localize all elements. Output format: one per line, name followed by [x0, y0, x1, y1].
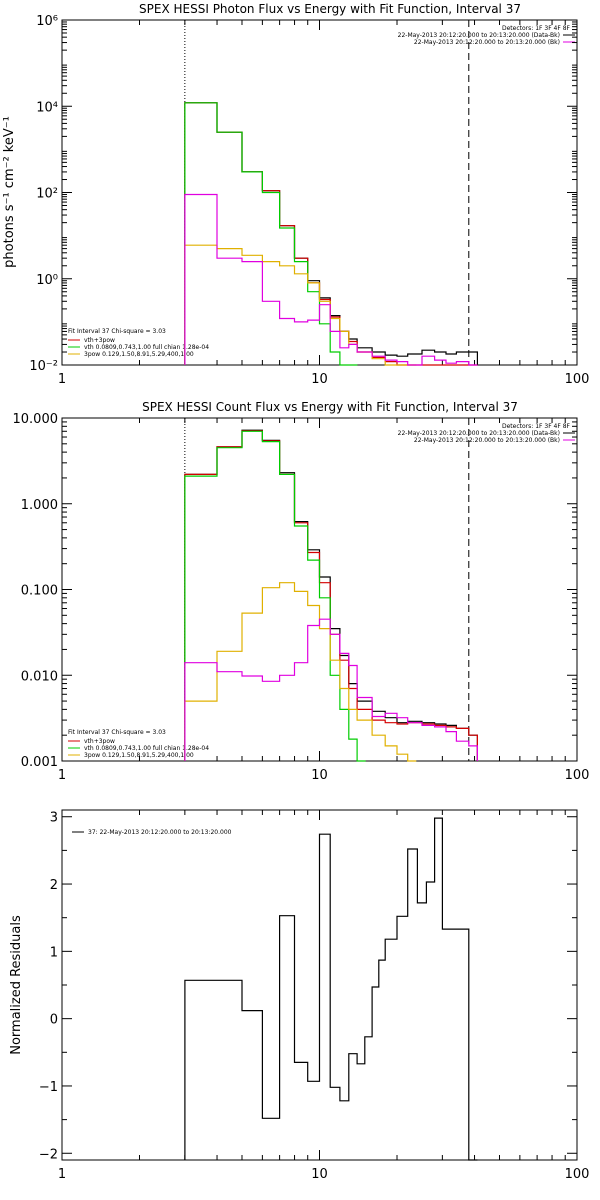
residuals-panel: Normalized Residuals 37: 22-May-2013 20:… — [9, 809, 590, 1182]
residuals-ylabel: Normalized Residuals — [9, 915, 24, 1055]
count-flux-panel: SPEX HESSI Count Flux vs Energy with Fit… — [13, 400, 590, 783]
y-tick-label: −1 — [39, 1080, 58, 1095]
count-legend-bk-label: 22-May-2013 20:12:20.000 to 20:13:20.000… — [414, 437, 560, 444]
count-legend-data-bk-label: 22-May-2013 20:12:20.000 to 20:13:20.000… — [398, 430, 560, 437]
x-tick-label: 1 — [58, 372, 66, 387]
series-data-line — [184, 102, 478, 365]
count-detectors-label: Detectors: 1F 3F 4F 8F — [502, 423, 571, 430]
series-data-line — [184, 817, 478, 1161]
series-total-line — [184, 430, 478, 761]
y-tick-label: 10⁻² — [29, 359, 58, 374]
y-tick-label: 1.000 — [21, 498, 58, 513]
y-tick-label: 10² — [36, 187, 58, 202]
count-fit-interval-label: Fit Interval 37 Chi-square = 3.03 — [68, 729, 166, 736]
legend-data-bk-label: 22-May-2013 20:12:20.000 to 20:13:20.000… — [398, 32, 560, 39]
x-tick-label: 100 — [565, 372, 590, 387]
series-total-line — [184, 102, 478, 366]
series-power-line — [184, 244, 417, 366]
series-background-line — [184, 618, 478, 761]
photon-flux-ylabel: photons s⁻¹ cm⁻² keV⁻¹ — [2, 116, 17, 268]
fit-power-label: 3pow 0.129,1.50,8.91,5.29,400,1.00 — [84, 351, 194, 358]
y-tick-label: 10.000 — [13, 412, 59, 427]
x-tick-label: 10 — [311, 372, 328, 387]
photon-flux-panel: SPEX HESSI Photon Flux vs Energy with Fi… — [2, 2, 589, 387]
photon-flux-title: SPEX HESSI Photon Flux vs Energy with Fi… — [139, 2, 521, 16]
series-thermal-line — [184, 430, 366, 762]
x-tick-label: 10 — [311, 1167, 328, 1182]
y-tick-label: 10⁴ — [36, 100, 58, 115]
fit-total-label: vth+3pow — [84, 337, 115, 344]
series-data-line — [184, 429, 478, 761]
y-tick-label: −2 — [39, 1147, 58, 1162]
count-fit-thermal-label: vth 0.0809,0.743,1.00 full chian 1.28e-0… — [84, 745, 209, 752]
x-tick-label: 1 — [58, 1167, 66, 1182]
fit-thermal-label: vth 0.0809,0.743,1.00 full chian 1.28e-0… — [84, 344, 209, 351]
y-tick-label: 10⁶ — [36, 14, 58, 29]
series-background-line — [184, 193, 478, 366]
y-tick-label: 0 — [50, 1013, 58, 1028]
y-tick-label: 0.001 — [21, 755, 58, 770]
x-tick-label: 100 — [565, 1167, 590, 1182]
x-tick-label: 100 — [565, 768, 590, 783]
fit-interval-label: Fit Interval 37 Chi-square = 3.03 — [68, 328, 166, 335]
legend-bk-label: 22-May-2013 20:12:20.000 to 20:13:20.000… — [414, 39, 560, 46]
y-tick-label: 1 — [50, 945, 58, 960]
y-tick-label: 0.100 — [21, 584, 58, 599]
count-fit-total-label: vth+3pow — [84, 738, 115, 745]
y-tick-label: 10⁰ — [36, 273, 58, 288]
y-tick-label: 0.010 — [21, 669, 58, 684]
series-thermal-line — [184, 102, 358, 366]
residuals-legend-label: 37: 22-May-2013 20:12:20.000 to 20:13:20… — [88, 829, 232, 836]
x-tick-label: 10 — [311, 768, 328, 783]
count-flux-title: SPEX HESSI Count Flux vs Energy with Fit… — [142, 400, 518, 414]
x-tick-label: 1 — [58, 768, 66, 783]
detectors-label: Detectors: 1F 3F 4F 8F — [502, 25, 571, 32]
y-tick-label: 2 — [50, 878, 58, 893]
y-tick-label: 3 — [50, 811, 58, 826]
count-fit-power-label: 3pow 0.129,1.50,8.91,5.29,400,1.00 — [84, 752, 194, 759]
